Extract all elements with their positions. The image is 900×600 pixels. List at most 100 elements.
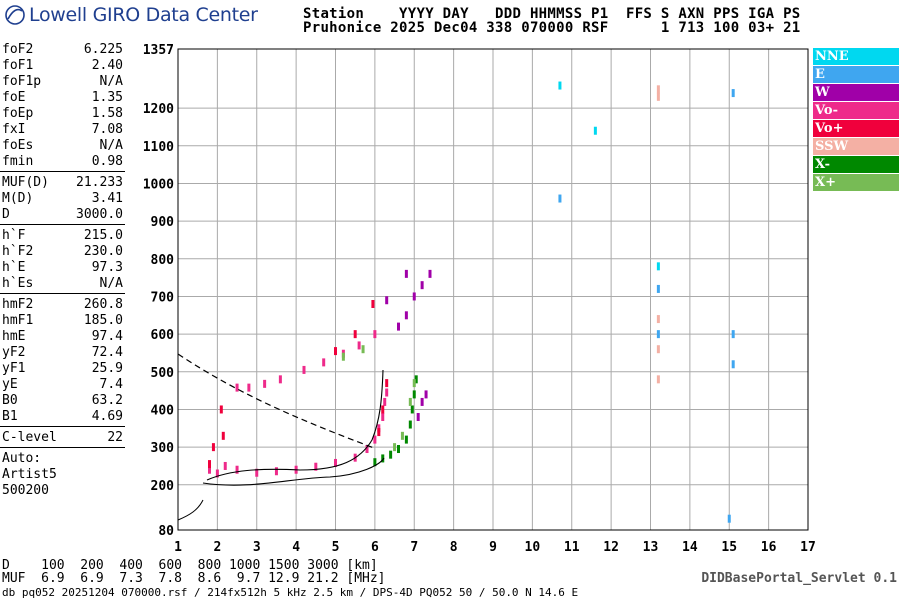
echo-point bbox=[727, 514, 731, 523]
param-value: 260.8 bbox=[83, 297, 123, 312]
plot-frame bbox=[177, 48, 809, 531]
x-tick-label: 8 bbox=[450, 540, 458, 555]
param-name: foF1 bbox=[2, 58, 34, 73]
divider bbox=[0, 426, 125, 427]
echo-point bbox=[361, 345, 365, 354]
param-name: B0 bbox=[2, 393, 18, 408]
echo-point bbox=[385, 379, 389, 388]
legend-entry: SSW bbox=[813, 138, 899, 155]
echo-point bbox=[235, 465, 239, 474]
y-tick-label: 600 bbox=[151, 328, 175, 343]
echo-point bbox=[208, 460, 211, 469]
y-tick-label: 300 bbox=[151, 441, 175, 456]
param-value: N/A bbox=[99, 74, 123, 89]
auto-label: Auto: bbox=[2, 451, 42, 466]
x-tick-label: 16 bbox=[761, 540, 777, 555]
param-name: foF1p bbox=[2, 74, 42, 89]
param-value: 72.4 bbox=[91, 345, 123, 360]
echo-point bbox=[428, 269, 432, 278]
params-group-a: foF2 6.225 foF1 2.40 foF1p N/A foE 1.35 foEp 1.58… bbox=[0, 42, 126, 170]
param-row: D 3000.0 bbox=[0, 207, 126, 223]
chart-grid bbox=[177, 48, 809, 531]
distance-row: D 100 200 400 600 800 1000 1500 3000 [km… bbox=[2, 558, 378, 573]
param-name: yE bbox=[2, 377, 18, 392]
x-tick-label: 1 bbox=[174, 540, 182, 555]
x-tick-label: 2 bbox=[213, 540, 221, 555]
param-name: fxI bbox=[2, 122, 26, 137]
echo-point bbox=[414, 375, 418, 384]
echo-point bbox=[381, 413, 385, 422]
param-name: hmF2 bbox=[2, 297, 34, 312]
param-value: 3.41 bbox=[91, 191, 123, 206]
echo-point bbox=[416, 413, 420, 422]
x-tick-label: 12 bbox=[603, 540, 619, 555]
param-name: h`E bbox=[2, 260, 26, 275]
echo-point bbox=[223, 461, 227, 470]
echo-point bbox=[221, 431, 225, 440]
echo-point bbox=[412, 292, 416, 301]
auto-name: Artist5 bbox=[2, 467, 57, 482]
servlet-label: DIDBasePortal_Servlet 0.1 bbox=[701, 571, 897, 586]
divider bbox=[0, 224, 125, 225]
param-name: h`F2 bbox=[2, 244, 34, 259]
params-group-e: C-level 22 bbox=[0, 430, 126, 446]
param-name: foEp bbox=[2, 106, 34, 121]
param-value: 215.0 bbox=[83, 228, 123, 243]
echo-point bbox=[593, 126, 597, 135]
x-tick-label: 11 bbox=[564, 540, 580, 555]
echo-point bbox=[357, 341, 361, 350]
echo-point bbox=[215, 469, 219, 478]
param-name: yF1 bbox=[2, 361, 26, 376]
x-tick-label: 7 bbox=[410, 540, 418, 555]
echo-point bbox=[412, 390, 416, 399]
param-name: foF2 bbox=[2, 42, 34, 57]
y-tick-label: 900 bbox=[151, 215, 175, 230]
echo-point bbox=[397, 445, 400, 454]
param-value: 7.08 bbox=[91, 122, 123, 137]
param-name: foE bbox=[2, 90, 26, 105]
echo-point bbox=[420, 281, 424, 290]
y-tick-label: 700 bbox=[151, 290, 175, 305]
parameter-panel: foF2 6.225 foF1 2.40 foF1p N/A foE 1.35 foEp 1.58… bbox=[0, 42, 126, 499]
legend-entry: Vo+ bbox=[813, 120, 899, 137]
param-row: C-level 22 bbox=[0, 430, 126, 446]
echo-point bbox=[371, 300, 375, 309]
y-tick-label: 400 bbox=[151, 403, 175, 418]
x-tick-label: 6 bbox=[371, 540, 379, 555]
param-value: 1.58 bbox=[91, 106, 123, 121]
x-tick-label: 13 bbox=[643, 540, 659, 555]
param-value: 3000.0 bbox=[76, 207, 123, 222]
param-row: fmin 0.98 bbox=[0, 154, 126, 170]
legend-entry: W bbox=[813, 84, 899, 101]
echo-point bbox=[558, 194, 562, 203]
echo-point bbox=[385, 296, 389, 305]
auto-version: 500200 bbox=[2, 483, 49, 498]
echo-point bbox=[334, 458, 337, 467]
param-name: h`Es bbox=[2, 276, 34, 291]
echo-point bbox=[410, 405, 414, 414]
param-name: fmin bbox=[2, 154, 34, 169]
param-row: foEs N/A bbox=[0, 138, 126, 154]
param-row: foE 1.35 bbox=[0, 90, 126, 106]
param-value: 0.98 bbox=[91, 154, 123, 169]
echo-point bbox=[274, 467, 278, 476]
legend-entry: X+ bbox=[813, 174, 899, 191]
echo-point bbox=[404, 435, 408, 444]
param-row: foEp 1.58 bbox=[0, 106, 126, 122]
params-group-c: h`F 215.0 h`F2 230.0 h`E 97.3 h`Es N/A bbox=[0, 228, 126, 292]
legend-entry: Vo- bbox=[813, 102, 899, 119]
param-name: h`F bbox=[2, 228, 26, 243]
param-row: foF2 6.225 bbox=[0, 42, 126, 58]
param-value: 25.9 bbox=[91, 361, 123, 376]
echo-point bbox=[353, 330, 357, 339]
param-row: h`E 97.3 bbox=[0, 260, 126, 276]
param-row: B0 63.2 bbox=[0, 393, 126, 409]
legend-entry: E bbox=[813, 66, 899, 83]
y-tick-label: 200 bbox=[151, 479, 175, 494]
echo-point bbox=[412, 379, 416, 388]
param-name: C-level bbox=[2, 430, 57, 445]
param-value: 2.40 bbox=[91, 58, 123, 73]
echo-point bbox=[247, 383, 251, 392]
param-value: 97.3 bbox=[91, 260, 123, 275]
